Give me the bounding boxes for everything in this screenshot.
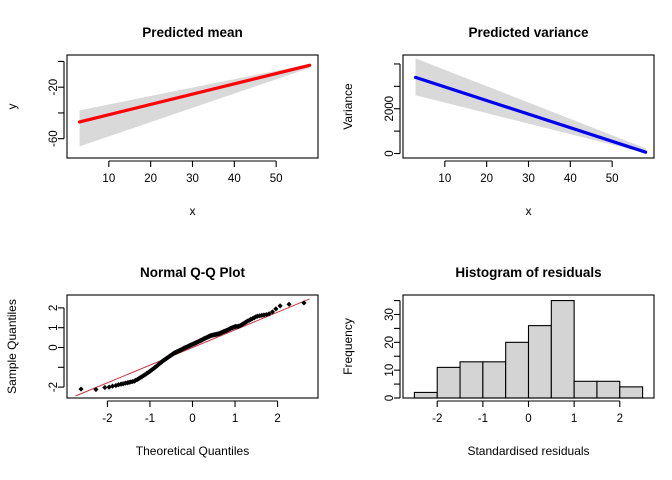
y-tick-label: 2000 [384, 96, 396, 122]
x-tick-label: 50 [606, 173, 619, 185]
fit-line [77, 63, 312, 124]
plot-box [402, 294, 655, 399]
histogram-bar [527, 325, 552, 399]
x-tick-label: -2 [102, 413, 112, 425]
x-tick-label: 0 [525, 413, 531, 425]
qq-point [115, 382, 122, 388]
histogram-bar [596, 380, 621, 399]
y-tick-label: -60 [48, 130, 60, 147]
y-axis-label: Sample Quantiles [5, 299, 19, 394]
x-tick-label: 20 [480, 173, 493, 185]
x-tick-label: 30 [522, 173, 535, 185]
qq-point [106, 384, 112, 390]
x-axis-label: Theoretical Quantiles [136, 444, 249, 458]
histogram-bar [482, 361, 507, 399]
y-axis-label: Frequency [341, 318, 355, 375]
x-tick-label: 50 [270, 173, 283, 185]
histogram-bar [459, 361, 484, 399]
histogram-bar [573, 380, 598, 399]
plot-box [66, 294, 319, 399]
y-tick-label: -2 [48, 382, 60, 392]
qq-point [102, 384, 108, 391]
panel-title: Predicted variance [468, 25, 589, 40]
panel-title: Predicted mean [142, 25, 243, 40]
panel-title: Histogram of residuals [455, 265, 601, 280]
panel-predicted-variance: 10 20 30 40 50 0 2000 Predicted variance x Varian… [336, 0, 672, 240]
qq-point [120, 381, 126, 387]
x-axis-label: Standardised residuals [467, 444, 589, 458]
qq-point [266, 311, 272, 317]
x-axis-label: x [190, 204, 196, 218]
y-tick-label: 20 [384, 336, 396, 349]
data-layer [413, 58, 648, 154]
qq-reference-line [75, 298, 310, 397]
fit-line [413, 75, 648, 154]
x-tick-label: 2 [617, 413, 623, 425]
x-tick-label: 1 [232, 413, 238, 425]
y-tick-label: -20 [48, 79, 60, 96]
x-tick-label: 0 [189, 413, 195, 425]
qq-point [93, 386, 99, 393]
confidence-band [415, 58, 646, 154]
panel-title: Normal Q-Q Plot [140, 265, 246, 280]
y-tick-label: 30 [384, 308, 396, 321]
histogram-bar [505, 341, 530, 399]
x-tick-label: -1 [478, 413, 488, 425]
qq-point [109, 383, 116, 389]
x-tick-label: 40 [228, 173, 241, 185]
qq-point [277, 303, 283, 309]
qq-point [78, 386, 84, 392]
y-tick-label: 1 [48, 324, 60, 330]
y-tick-label: 2 [48, 305, 60, 311]
confidence-band [79, 64, 310, 147]
x-tick-label: 2 [274, 413, 280, 425]
normal-qq-canvas: -2 -1 0 1 2 -2 0 1 2 Normal Q-Q Plot Theoretical Q… [5, 265, 319, 458]
predicted-variance-canvas: 10 20 30 40 50 0 2000 Predicted variance x Varian… [341, 25, 655, 218]
y-tick-label: 0 [48, 344, 60, 350]
predicted-mean-canvas: 10 20 30 40 50 -60 -20 Predicted mean x y [5, 25, 319, 218]
plot-box [66, 54, 319, 159]
qq-point [286, 301, 292, 307]
data-layer [413, 300, 644, 399]
x-tick-label: 10 [438, 173, 451, 185]
x-tick-label: -2 [432, 413, 442, 425]
qq-point [269, 309, 276, 315]
y-tick-label: 0 [384, 395, 396, 401]
qq-point [273, 306, 279, 312]
plot-box [402, 54, 655, 159]
histogram-bar [436, 366, 461, 399]
histogram-bar [413, 391, 438, 399]
y-tick-label: 0 [384, 150, 396, 156]
data-layer [75, 298, 310, 397]
x-tick-label: 30 [186, 173, 199, 185]
y-axis-label: Variance [341, 83, 355, 130]
histogram-bar [550, 300, 575, 399]
panel-predicted-mean: 10 20 30 40 50 -60 -20 Predicted mean x y [0, 0, 336, 240]
x-tick-label: 40 [564, 173, 577, 185]
x-axis-label: x [526, 204, 532, 218]
x-tick-label: 1 [571, 413, 577, 425]
x-tick-label: -1 [145, 413, 155, 425]
histogram-bar [619, 386, 644, 399]
qq-point [301, 300, 307, 306]
y-tick-label: 10 [384, 364, 396, 377]
panel-normal-qq: -2 -1 0 1 2 -2 0 1 2 Normal Q-Q Plot Theoretical Q… [0, 240, 336, 480]
y-axis-label: y [5, 104, 19, 110]
data-layer [77, 63, 312, 147]
x-tick-label: 10 [102, 173, 115, 185]
panel-histogram-residuals: -2 -1 0 1 2 0 10 20 30 Histogram of residuals Stan… [336, 240, 672, 480]
x-tick-label: 20 [144, 173, 157, 185]
